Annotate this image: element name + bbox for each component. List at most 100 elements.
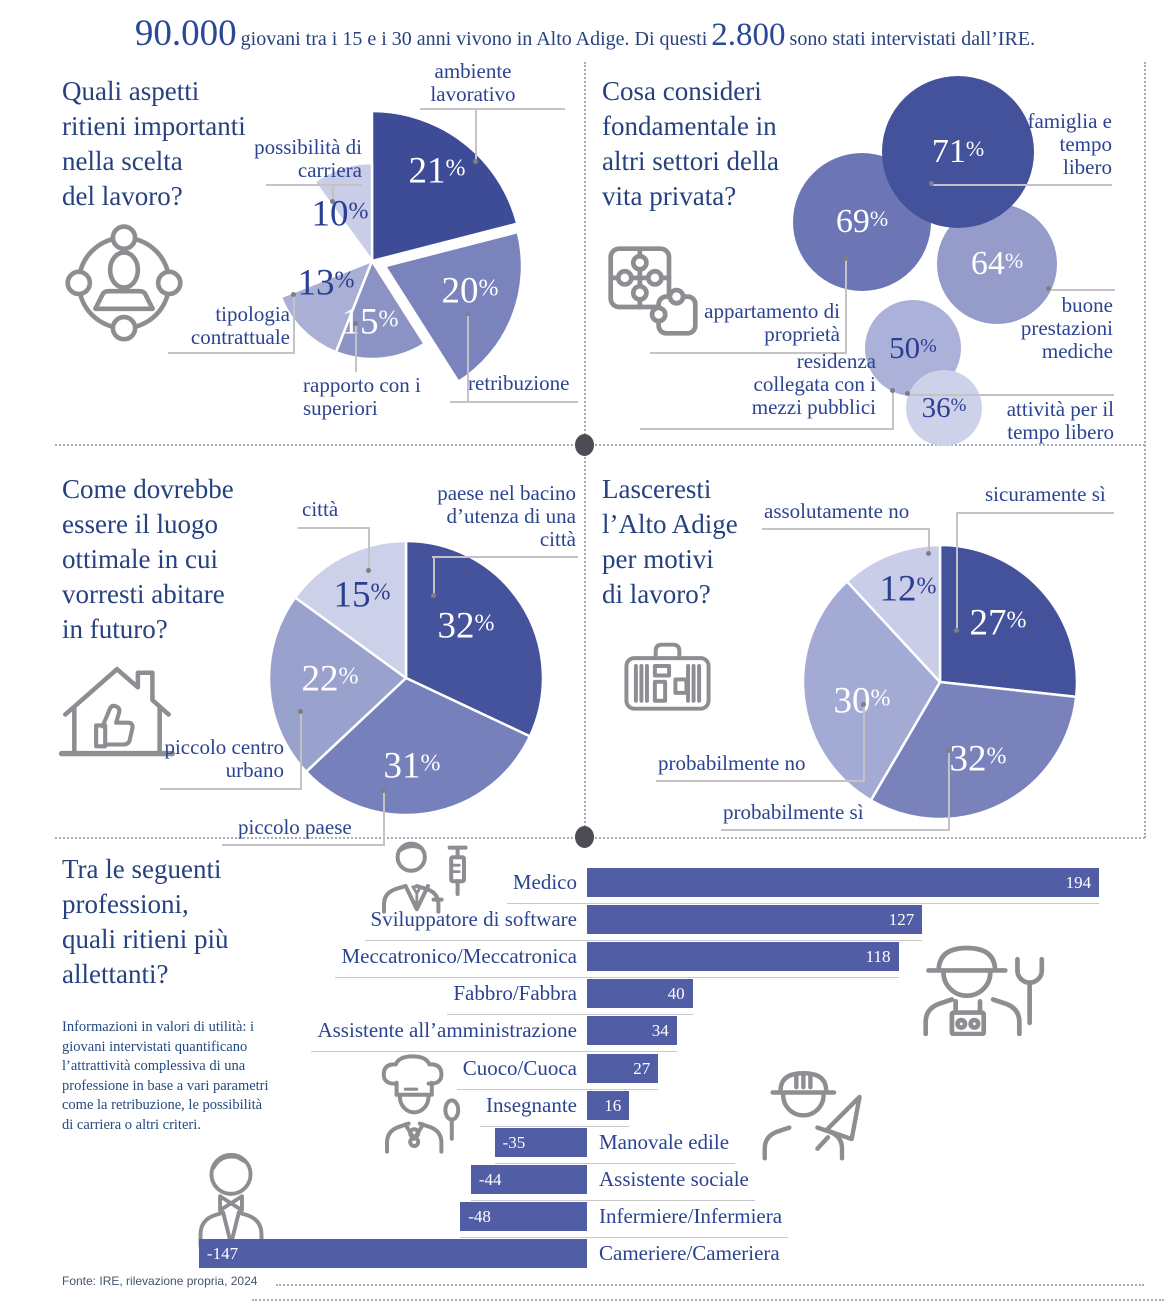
- bar-label: Medico: [512, 870, 577, 894]
- bar: 27: [587, 1054, 659, 1083]
- connector-dot: [905, 391, 910, 396]
- slice-label-piccolo-paese: piccolo paese: [238, 815, 352, 839]
- connector-line: [845, 260, 847, 352]
- connector-dot: [298, 709, 303, 714]
- header-statline: 90.000 giovani tra i 15 e i 30 anni vivo…: [0, 12, 1170, 55]
- waiter-icon: [188, 1146, 274, 1248]
- professions-description: Informazioni in valori di utilità: i gio…: [62, 1019, 269, 1133]
- pie-percent-label: 22%: [301, 658, 359, 700]
- bar-row: Infermiere/Infermiera -48: [55, 1202, 1150, 1231]
- slice-label-probabilmente-no: probabilmente no: [658, 751, 806, 775]
- bar-value: 16: [604, 1095, 622, 1115]
- bar-row-underline: [335, 977, 899, 978]
- horizontal-divider-1: [55, 444, 1145, 446]
- slice-label-citta: città: [302, 497, 339, 521]
- connector-dot: [465, 311, 470, 316]
- q4-title-line: Lasceresti: [602, 474, 712, 504]
- puzzle-icon: [606, 244, 700, 338]
- professions-title-line: quali ritieni più: [62, 924, 229, 954]
- connector-dot: [843, 256, 848, 261]
- connector-dot: [929, 181, 934, 186]
- bar-row: Fabbro/Fabbra 40: [55, 979, 1150, 1008]
- bar-value: 194: [1065, 872, 1092, 892]
- pie-chart-aspetti-lavoro: [279, 109, 524, 384]
- label-underline: [640, 428, 894, 430]
- bubble-label-residenza: residenza collegata con i mezzi pubblici: [751, 349, 876, 419]
- q2-title-line: altri settori della: [602, 146, 779, 176]
- bar-row: Cameriere/Cameriera -147: [55, 1239, 1150, 1268]
- connector-line: [433, 558, 435, 594]
- q2-title-line: fondamentale in: [602, 111, 777, 141]
- bubble-attivita: 36%: [906, 370, 982, 446]
- header-text-2: sono stati intervistati dall’IRE.: [789, 28, 1036, 50]
- pie-slice: [938, 543, 1079, 699]
- connector-dot: [353, 321, 358, 326]
- slice-label-assolutamente-no: assolutamente no: [764, 499, 910, 523]
- q3-title-line: vorresti abitare: [62, 579, 225, 609]
- connector-dot: [954, 628, 959, 633]
- label-underline: [168, 352, 295, 354]
- pie-percent-label: 10%: [311, 193, 369, 235]
- professions-title-line: Tra le seguenti: [62, 854, 222, 884]
- connector-line: [332, 186, 334, 200]
- bar-label: Assistente sociale: [599, 1167, 749, 1191]
- label-underline: [432, 556, 578, 558]
- bubble-percent: 50%: [889, 330, 937, 365]
- pie-percent-label: 32%: [437, 605, 495, 647]
- connector-dot: [330, 199, 335, 204]
- footer-dotted-line: [276, 1284, 1144, 1286]
- connector-dot: [366, 568, 371, 573]
- connector-line: [956, 514, 958, 628]
- bar-value: 34: [651, 1020, 669, 1040]
- pie-slice: [801, 580, 942, 802]
- people-network-icon: [64, 222, 184, 342]
- bar-row: Assistente sociale -44: [55, 1165, 1150, 1194]
- bar: 194: [587, 868, 1100, 897]
- slice-label-rapporto: rapporto con i superiori: [303, 373, 421, 420]
- bar: 127: [587, 905, 923, 934]
- pie-chart-luogo-ottimale: [267, 539, 545, 817]
- bar-value: 127: [888, 909, 915, 929]
- bar-row-underline: [457, 1089, 659, 1090]
- header-text-1: giovani tra i 15 e i 30 anni vivono in A…: [240, 28, 708, 50]
- bar: 34: [587, 1016, 677, 1045]
- bubble-percent: 71%: [931, 133, 985, 170]
- bar-label: Meccatronico/Meccatronica: [341, 944, 577, 968]
- bar-row: Sviluppatore di software 127: [55, 905, 1150, 934]
- connector-line: [475, 110, 477, 160]
- pie-percent-label: 31%: [383, 745, 441, 787]
- q1-title-line: del lavoro?: [62, 181, 183, 211]
- bar: 16: [587, 1091, 630, 1120]
- bar-row: Medico 194: [55, 868, 1150, 897]
- divider-dot-1: [575, 434, 594, 456]
- pie-percent-label: 13%: [297, 262, 355, 304]
- q4-title-line: l’Alto Adige: [602, 509, 738, 539]
- slice-label-tipologia: tipologia contrattuale: [190, 302, 290, 349]
- pie-slice: [383, 230, 524, 384]
- q1-title-line: Quali aspetti: [62, 76, 200, 106]
- bar: 118: [587, 942, 899, 971]
- label-underline: [762, 528, 930, 530]
- bubble-percent: 36%: [921, 391, 967, 424]
- connector-dot: [890, 388, 895, 393]
- pie-percent-label: 15%: [341, 301, 399, 343]
- pie-slice: [293, 539, 408, 680]
- bubble-label-appartamento: appartamento di proprietà: [704, 299, 840, 346]
- bubble-label-famiglia: famiglia e tempo libero: [1027, 109, 1112, 179]
- q1-title-line: nella scelta: [62, 146, 183, 176]
- slice-label-possibilita: possibilità di carriera: [254, 135, 362, 182]
- pie-slice: [279, 259, 374, 354]
- pie-slice: [869, 680, 1078, 821]
- bar-label: Infermiere/Infermiera: [599, 1204, 783, 1228]
- bar-row: Meccatronico/Meccatronica 118: [55, 942, 1150, 971]
- stat-population: 90.000: [134, 13, 237, 54]
- label-underline: [222, 844, 385, 846]
- divider-dot-2: [575, 826, 594, 848]
- connector-line: [383, 792, 385, 844]
- bar-value: -35: [502, 1132, 526, 1152]
- bar-row-underline: [470, 1200, 755, 1201]
- connector-dot: [1046, 286, 1051, 291]
- connector-line: [948, 752, 950, 829]
- q3-title: Come dovrebbe essere il luogo ottimale i…: [62, 472, 312, 647]
